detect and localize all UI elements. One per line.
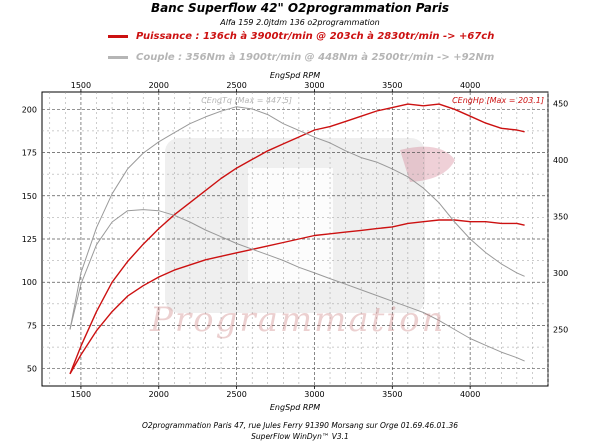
y-left-tick-label: 175 — [22, 149, 37, 158]
footer-address: O2programmation Paris 47, rue Jules Ferr… — [141, 421, 459, 430]
legend-power-swatch — [108, 34, 128, 38]
chart-title: Banc Superflow 42" O2programmation Paris — [150, 1, 450, 15]
x-tick-label-top: 4000 — [460, 81, 480, 90]
x-tick-label-top: 2500 — [226, 81, 246, 90]
watermark-logo-mark — [400, 146, 455, 182]
y-right-tick-label: 400 — [553, 156, 568, 165]
y-right-tick-label: 350 — [553, 212, 568, 221]
legend-torque-label: Couple : 356Nm à 1900tr/min @ 448Nm à 25… — [136, 51, 495, 63]
x-tick-label-top: 3000 — [304, 81, 324, 90]
x-tick-label-bottom: 3500 — [382, 390, 402, 399]
series-line-1 — [69, 103, 525, 375]
y-left-tick-label: 150 — [22, 192, 37, 201]
legend-torque-swatch — [108, 55, 128, 59]
x-tick-label-bottom: 1500 — [71, 390, 91, 399]
series-line-2 — [69, 219, 525, 375]
annotation-tq-max: CEngTq [Max = 447.5] — [201, 96, 292, 105]
y-right-tick-label: 250 — [553, 325, 568, 334]
x-tick-label-top: 2000 — [149, 81, 169, 90]
x-tick-label-bottom: 2500 — [226, 390, 246, 399]
series-line-4 — [69, 209, 525, 362]
x-tick-label-bottom: 2000 — [149, 390, 169, 399]
x-tick-label-top: 3500 — [382, 81, 402, 90]
y-right-tick-label: 450 — [553, 99, 568, 108]
y-left-tick-label: 125 — [22, 235, 37, 244]
legend-power: Puissance : 136ch à 3900tr/min @ 203ch à… — [108, 29, 494, 43]
footer-software: SuperFlow WinDyn™ V3.1 — [251, 432, 349, 441]
x-tick-label-top: 1500 — [71, 81, 91, 90]
x-axis-title-bottom: EngSpd RPM — [270, 403, 320, 412]
x-axis-title-top: EngSpd RPM — [270, 71, 320, 80]
x-tick-label-bottom: 4000 — [460, 390, 480, 399]
legend-power-label: Puissance : 136ch à 3900tr/min @ 203ch à… — [136, 30, 495, 42]
chart-subtitle: Alfa 159 2.0jtdm 136 o2programmation — [220, 18, 380, 27]
watermark-text: Programmation — [150, 300, 446, 340]
y-right-tick-label: 300 — [553, 269, 568, 278]
y-left-tick-label: 100 — [22, 278, 37, 287]
x-tick-label-bottom: 3000 — [304, 390, 324, 399]
y-left-tick-label: 200 — [22, 105, 37, 114]
series-line-3 — [69, 106, 525, 330]
y-left-tick-label: 50 — [27, 365, 37, 374]
watermark-window — [248, 168, 333, 283]
y-left-tick-label: 75 — [27, 321, 37, 330]
legend-torque: Couple : 356Nm à 1900tr/min @ 448Nm à 25… — [108, 50, 494, 64]
annotation-hp-max: CEngHp [Max = 203.1] — [452, 96, 544, 105]
